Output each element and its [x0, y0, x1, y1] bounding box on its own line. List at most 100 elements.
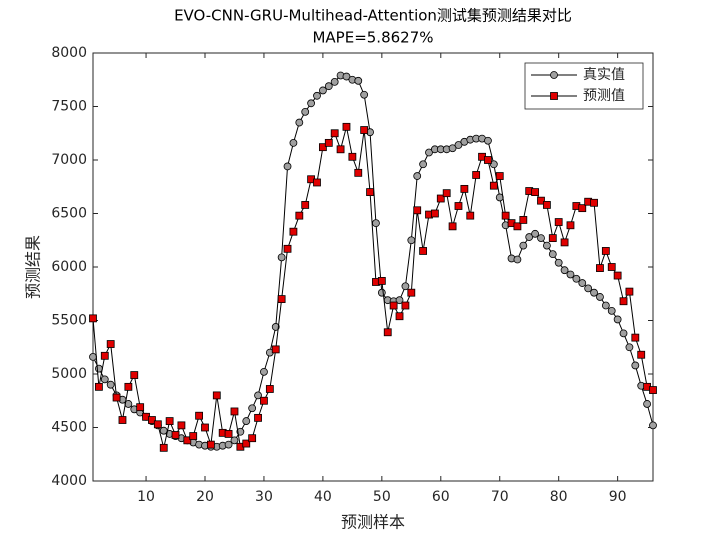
marker: [531, 229, 540, 238]
marker: [360, 126, 369, 134]
legend-marker: [550, 71, 558, 79]
marker: [242, 417, 251, 425]
marker: [248, 404, 257, 413]
marker: [318, 143, 327, 152]
marker: [230, 407, 239, 416]
x-tick-label: 60: [432, 489, 450, 505]
marker: [584, 284, 593, 293]
marker: [295, 211, 304, 220]
marker: [342, 122, 351, 131]
y-tick-label: 6500: [51, 206, 87, 222]
marker: [419, 160, 428, 169]
marker: [537, 234, 545, 243]
y-tick-label: 5000: [51, 366, 87, 382]
marker: [94, 364, 103, 373]
marker: [484, 136, 492, 145]
marker: [354, 168, 363, 177]
marker: [430, 209, 439, 218]
marker: [542, 241, 551, 250]
marker: [171, 431, 180, 439]
marker: [613, 271, 622, 280]
marker: [548, 234, 557, 243]
marker: [531, 188, 540, 197]
marker: [484, 156, 492, 164]
marker: [448, 222, 457, 231]
marker: [395, 312, 404, 321]
marker: [548, 250, 557, 259]
marker: [448, 144, 457, 153]
marker: [596, 293, 604, 301]
marker: [318, 86, 327, 95]
marker: [607, 263, 616, 271]
marker: [513, 255, 522, 264]
marker: [342, 72, 351, 81]
marker: [136, 403, 145, 412]
marker: [313, 91, 321, 100]
marker: [112, 393, 121, 402]
marker: [106, 340, 115, 348]
marker: [560, 266, 569, 275]
marker: [271, 323, 280, 331]
marker: [206, 440, 215, 449]
marker: [625, 287, 634, 296]
y-tick-label: 4500: [51, 420, 87, 436]
marker: [472, 171, 481, 179]
y-tick-label: 4000: [51, 473, 87, 489]
marker: [224, 440, 233, 449]
marker: [601, 301, 610, 310]
marker: [607, 306, 616, 315]
marker: [277, 253, 286, 262]
marker: [554, 258, 563, 267]
marker: [554, 218, 563, 226]
marker: [649, 386, 657, 394]
marker: [425, 148, 433, 157]
marker: [442, 189, 451, 198]
marker: [389, 301, 398, 310]
marker: [277, 295, 286, 304]
marker: [271, 345, 280, 354]
marker: [124, 382, 133, 391]
marker: [360, 90, 369, 99]
marker: [419, 247, 428, 255]
legend-marker: [550, 92, 558, 100]
marker: [637, 350, 646, 359]
marker: [525, 233, 534, 241]
marker: [377, 277, 386, 285]
marker: [248, 434, 257, 443]
marker: [454, 202, 463, 210]
marker: [212, 391, 221, 400]
x-tick-label: 30: [255, 489, 273, 505]
marker: [619, 329, 628, 338]
marker: [100, 351, 109, 360]
y-tick-label: 7500: [51, 99, 87, 115]
marker: [454, 141, 463, 149]
marker: [260, 367, 268, 376]
y-tick-label: 7000: [51, 152, 87, 168]
marker: [89, 352, 97, 361]
marker: [177, 421, 186, 430]
marker: [153, 420, 162, 429]
marker: [613, 315, 622, 324]
x-tick-label: 80: [550, 489, 568, 505]
marker: [165, 417, 174, 425]
marker: [159, 443, 168, 452]
marker: [224, 430, 233, 438]
marker: [130, 371, 139, 379]
marker: [407, 288, 416, 297]
marker: [301, 201, 310, 209]
marker: [489, 160, 498, 169]
marker: [94, 382, 103, 391]
marker: [631, 361, 640, 370]
y-tick-label: 5500: [51, 313, 87, 329]
marker: [106, 380, 115, 389]
marker: [242, 439, 251, 448]
y-axis-label: 预测结果: [24, 235, 43, 299]
marker: [383, 328, 392, 337]
x-tick-label: 90: [609, 489, 627, 505]
marker: [436, 194, 445, 203]
legend-label: 真实值: [583, 67, 625, 83]
x-tick-label: 20: [196, 489, 214, 505]
marker: [489, 181, 498, 190]
x-tick-label: 40: [314, 489, 332, 505]
marker: [501, 211, 510, 220]
